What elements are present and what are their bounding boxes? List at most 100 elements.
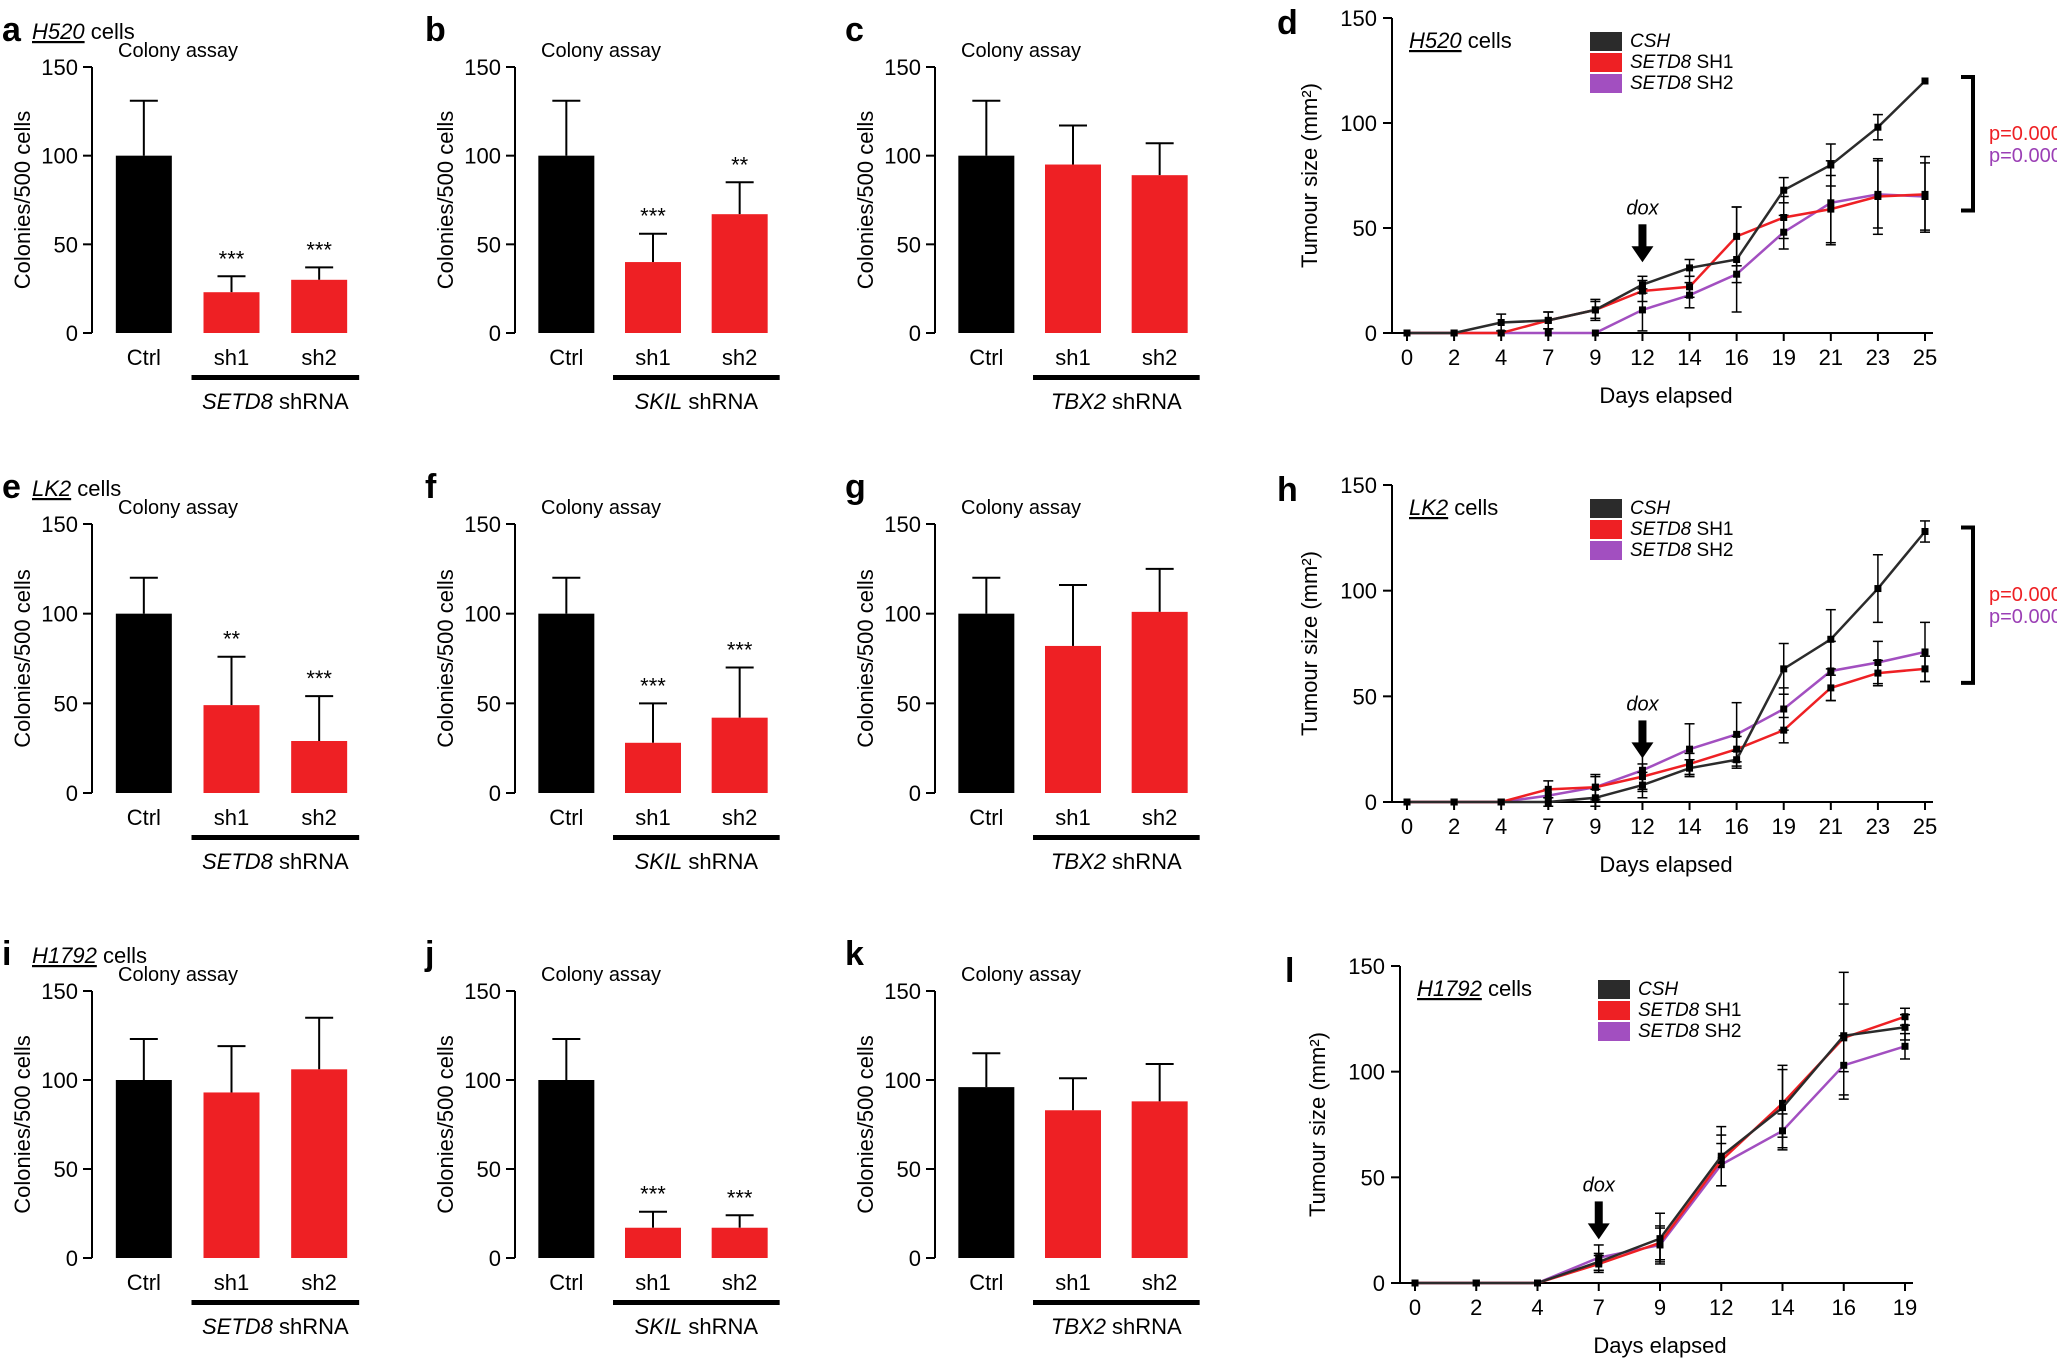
x-axis-label: Days elapsed (1593, 1333, 1726, 1358)
panel-label: f (425, 468, 437, 506)
x-tick-label: Ctrl (969, 1270, 1003, 1295)
line-chart-h: h LK2 cells 0 50 100 150 Tumour size (mm²) 0 2 4 7… (1277, 471, 2057, 877)
data-point (1779, 1104, 1786, 1112)
dox-label: dox (1626, 197, 1659, 219)
x-tick-label: 9 (1654, 1295, 1666, 1320)
bar-sh2 (291, 1069, 348, 1258)
y-axis-label: Tumour size (mm²) (1297, 83, 1322, 268)
x-tick-label: 12 (1709, 1295, 1733, 1320)
data-point (1638, 306, 1646, 314)
data-point (1403, 798, 1411, 806)
legend-swatch (1590, 53, 1622, 72)
legend-swatch (1590, 499, 1622, 518)
data-point (1921, 648, 1929, 656)
panel-label: j (424, 935, 434, 973)
legend-swatch (1598, 1001, 1630, 1020)
data-point (1780, 705, 1788, 713)
y-tick-label: 100 (464, 602, 501, 627)
bar-ctrl (115, 1080, 172, 1258)
y-axis-label: Tumour size (mm²) (1297, 551, 1322, 736)
bar-ctrl (958, 613, 1015, 793)
significance-bracket (1961, 525, 1975, 685)
legend-gene: SETD8 (1630, 52, 1692, 73)
y-tick-label: 150 (884, 979, 921, 1004)
x-tick-label: 16 (1724, 345, 1748, 370)
y-axis-label: Colonies/500 cells (10, 111, 35, 290)
group-label: SKIL shRNA (635, 389, 759, 414)
legend-label: SETD8 SH1 (1638, 1000, 1742, 1021)
x-tick-label: 9 (1589, 814, 1601, 839)
data-point (1780, 726, 1788, 734)
assay-note: Colony assay (541, 497, 661, 519)
y-tick-label: 100 (1340, 111, 1377, 136)
y-tick-label: 50 (897, 232, 921, 257)
cell-line-label: H1792 cells (32, 943, 147, 968)
x-tick-label: 4 (1531, 1295, 1543, 1320)
data-point (1827, 684, 1835, 692)
y-tick-label: 50 (897, 691, 921, 716)
data-point (1827, 667, 1835, 675)
series-line-setd8-sh1 (1407, 667, 1926, 804)
legend-label: SETD8 SH1 (1630, 52, 1734, 73)
group-label: TBX2 shRNA (1051, 849, 1182, 874)
legend-gene: CSH (1630, 498, 1670, 519)
bar-ctrl (958, 1087, 1015, 1258)
bar-sh1 (1045, 164, 1101, 333)
group-suffix: shRNA (273, 1314, 349, 1339)
data-point (1686, 283, 1694, 291)
dox-arrow-head (1587, 1223, 1610, 1240)
y-tick-label: 100 (1340, 579, 1377, 604)
data-point (1901, 1023, 1909, 1031)
gene-name: SETD8 (202, 389, 274, 414)
data-point (1472, 1279, 1480, 1287)
y-tick-label: 50 (54, 1157, 78, 1182)
bar-sh1 (203, 292, 260, 333)
cell-line-name: LK2 (1409, 495, 1448, 520)
bar-sh2 (1131, 175, 1188, 333)
data-point (1638, 281, 1646, 289)
bar-sh1 (1045, 1110, 1101, 1258)
cell-line-label: H1792 cells (1417, 976, 1532, 1001)
x-tick-label: 4 (1495, 814, 1507, 839)
x-tick-label: 19 (1771, 814, 1795, 839)
x-tick-label: Ctrl (127, 345, 161, 370)
x-tick-label: Ctrl (127, 1270, 161, 1295)
bar-sh2 (1131, 611, 1188, 793)
p-value-sh2: p=0.0001 (1989, 145, 2057, 167)
x-tick-label: sh2 (301, 1270, 336, 1295)
x-tick-label: Ctrl (969, 805, 1003, 830)
data-point (1497, 798, 1505, 806)
y-tick-label: 0 (909, 321, 921, 346)
significance-stars: *** (640, 204, 666, 229)
x-tick-label: 0 (1401, 814, 1413, 839)
group-suffix: shRNA (682, 389, 758, 414)
y-tick-label: 0 (909, 1246, 921, 1271)
data-point (1497, 319, 1505, 326)
data-point (1544, 798, 1552, 806)
dox-arrow-shaft (1594, 1201, 1603, 1226)
x-tick-label: 2 (1448, 345, 1460, 370)
group-bracket (191, 375, 360, 380)
significance-stars: *** (727, 1185, 753, 1210)
legend-gene: CSH (1638, 979, 1678, 1000)
cell-line-suffix: cells (97, 943, 147, 968)
series-line-setd8-sh2 (1407, 650, 1926, 804)
x-tick-label: sh1 (214, 345, 249, 370)
legend-gene: CSH (1630, 31, 1670, 52)
data-point (1921, 527, 1929, 535)
x-tick-label: Ctrl (549, 805, 583, 830)
x-tick-label: 12 (1630, 345, 1654, 370)
x-tick-label: 21 (1819, 345, 1843, 370)
legend-swatch (1590, 74, 1622, 93)
panel-label: a (2, 11, 22, 49)
bar-chart-b: b Colony assay 0 50 100 150 Colonies/500 cells… (425, 11, 780, 414)
y-axis-label: Colonies/500 cells (853, 569, 878, 748)
data-point (1591, 306, 1599, 314)
data-point (1717, 1152, 1725, 1160)
x-tick-label: 25 (1913, 814, 1937, 839)
significance-stars: *** (640, 1182, 666, 1207)
bar-ctrl (538, 155, 595, 333)
data-point (1827, 635, 1835, 643)
data-point (1534, 1279, 1541, 1287)
